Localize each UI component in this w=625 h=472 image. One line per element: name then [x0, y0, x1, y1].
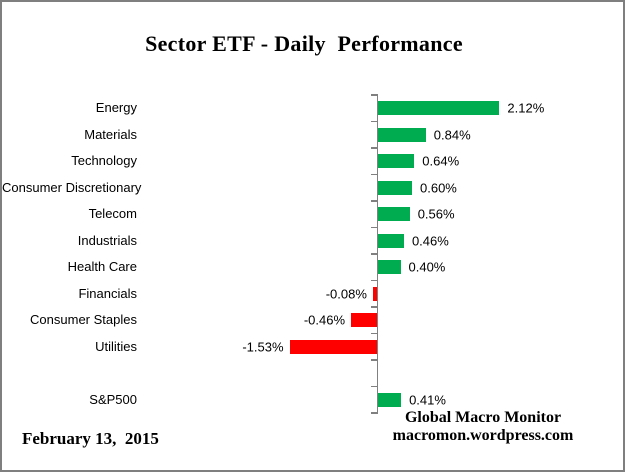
axis-tick — [370, 332, 378, 335]
category-label: Consumer Discretionary — [2, 179, 142, 195]
axis-tick — [370, 279, 378, 282]
value-label: -1.53% — [242, 339, 284, 355]
category-label: Consumer Staples — [30, 312, 137, 327]
bar — [377, 101, 500, 116]
axis-tick — [370, 147, 378, 149]
category-label: Financials — [78, 285, 137, 301]
date-label: February 13, 2015 — [22, 429, 159, 448]
axis-tick — [370, 94, 378, 96]
bar — [377, 154, 415, 169]
axis-tick — [370, 200, 378, 202]
axis-tick — [370, 120, 378, 123]
value-label: -0.08% — [325, 286, 367, 302]
value-label: 0.40% — [408, 259, 446, 275]
category-label: Utilities — [95, 338, 137, 354]
value-label: 0.56% — [417, 206, 455, 222]
axis-tick — [370, 359, 378, 361]
axis-tick — [370, 226, 378, 229]
value-label: 0.46% — [411, 233, 449, 249]
value-label: -0.46% — [303, 312, 346, 328]
bar — [377, 233, 404, 248]
bar — [377, 207, 410, 222]
bar — [377, 260, 401, 275]
category-label: Health Care — [67, 259, 137, 274]
attribution-line1: Global Macro Monitor — [404, 409, 562, 426]
bar — [372, 286, 378, 301]
category-label: S&P500 — [89, 391, 137, 407]
category-label: Energy — [95, 100, 137, 115]
value-label: 0.41% — [409, 392, 446, 408]
value-label: 0.64% — [422, 153, 460, 169]
chart-title: Sector ETF - Daily Performance — [145, 31, 463, 56]
axis-tick — [370, 306, 378, 308]
attribution-line2: macromon.wordpress.com — [392, 426, 574, 444]
axis-tick — [370, 385, 378, 388]
category-label: Telecom — [88, 206, 137, 221]
category-label: Technology — [71, 153, 137, 168]
value-label: 0.84% — [433, 127, 471, 143]
bar — [351, 313, 378, 328]
value-label: 2.12% — [507, 100, 545, 116]
bar — [377, 392, 402, 407]
category-label: Industrials — [77, 232, 137, 248]
axis-tick — [370, 173, 378, 176]
bar — [377, 180, 412, 195]
axis-tick — [370, 412, 378, 414]
axis-tick — [370, 253, 378, 255]
attribution: Global Macro Monitor macromon.wordpress.… — [357, 409, 609, 444]
value-label: 0.60% — [420, 180, 457, 196]
category-label: Materials — [84, 126, 137, 142]
bar — [289, 339, 378, 354]
bar — [377, 127, 426, 142]
